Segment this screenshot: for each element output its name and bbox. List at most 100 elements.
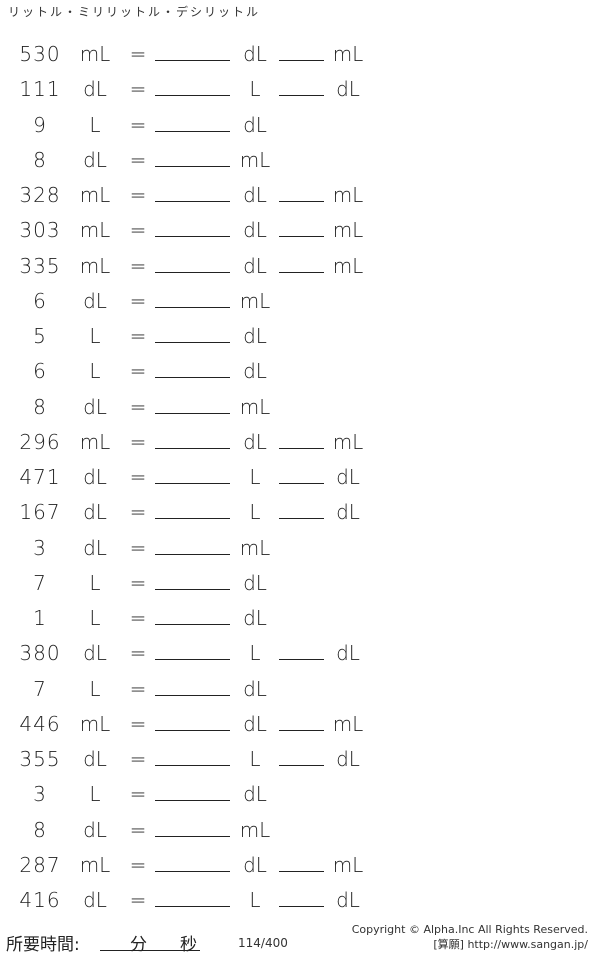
source-unit: mL [79, 42, 111, 66]
answer-blank-1[interactable] [155, 113, 230, 132]
problem-row: 6 L = dL [0, 359, 600, 395]
quantity: 7 [33, 570, 47, 595]
answer-blank-2[interactable] [279, 853, 324, 872]
problem-row: 296 mL = dL mL [0, 430, 600, 466]
target-unit-2: dL [336, 77, 360, 102]
source-unit: dL [83, 641, 107, 666]
problem-row: 9 L = dL [0, 113, 600, 149]
answer-blank-1[interactable] [155, 818, 230, 837]
problem-row: 530 mL = dL mL [0, 42, 600, 78]
equals-sign: = [129, 711, 147, 736]
equals-sign: = [129, 394, 147, 419]
target-unit-1: dL [243, 606, 267, 630]
quantity: 355 [19, 747, 61, 771]
target-unit-1: L [249, 888, 261, 912]
answer-blank-2[interactable] [279, 183, 324, 202]
answer-blank-1[interactable] [155, 324, 230, 343]
target-unit-2: mL [332, 852, 364, 877]
source-unit: mL [79, 429, 111, 454]
target-unit-1: dL [243, 218, 267, 243]
answer-blank-1[interactable] [155, 606, 230, 625]
answer-blank-1[interactable] [155, 853, 230, 872]
equals-sign: = [129, 747, 147, 771]
answer-blank-1[interactable] [155, 747, 230, 766]
equals-sign: = [129, 782, 147, 807]
equals-sign: = [129, 641, 147, 666]
answer-blank-2[interactable] [279, 430, 324, 449]
quantity: 6 [33, 359, 47, 384]
answer-blank-2[interactable] [279, 218, 324, 238]
answer-blank-2[interactable] [279, 747, 324, 766]
source-unit: mL [79, 852, 111, 877]
target-unit-1: dL [243, 429, 267, 454]
quantity: 471 [19, 465, 61, 489]
answer-blank-1[interactable] [155, 77, 230, 97]
equals-sign: = [129, 359, 147, 384]
time-blank[interactable] [100, 950, 200, 951]
target-unit-2: dL [336, 747, 360, 771]
answer-blank-1[interactable] [155, 677, 230, 696]
answer-blank-2[interactable] [279, 500, 324, 520]
quantity: 1 [33, 606, 47, 630]
answer-blank-1[interactable] [155, 782, 230, 802]
answer-blank-2[interactable] [279, 42, 324, 61]
answer-blank-2[interactable] [279, 77, 324, 97]
answer-blank-1[interactable] [155, 359, 230, 379]
equals-sign: = [129, 112, 147, 137]
answer-blank-1[interactable] [155, 536, 230, 555]
answer-blank-1[interactable] [155, 571, 230, 590]
equals-sign: = [129, 817, 147, 842]
quantity: 530 [19, 42, 61, 66]
source-unit: dL [83, 817, 107, 842]
answer-blank-2[interactable] [279, 254, 324, 273]
answer-blank-1[interactable] [155, 888, 230, 907]
minutes-label: 分 [130, 935, 147, 955]
quantity: 3 [33, 535, 47, 560]
answer-blank-1[interactable] [155, 148, 230, 167]
equals-sign: = [129, 324, 147, 348]
quantity: 296 [19, 429, 61, 454]
answer-blank-2[interactable] [279, 465, 324, 484]
target-unit-2: mL [332, 218, 364, 243]
answer-blank-1[interactable] [155, 42, 230, 61]
source-unit: dL [83, 394, 107, 419]
equals-sign: = [129, 535, 147, 560]
answer-blank-2[interactable] [279, 888, 324, 907]
quantity: 7 [33, 676, 47, 701]
problem-row: 303 mL = dL mL [0, 218, 600, 254]
quantity: 335 [19, 253, 61, 278]
answer-blank-1[interactable] [155, 500, 230, 520]
target-unit-1: L [249, 641, 261, 666]
answer-blank-2[interactable] [279, 641, 324, 661]
answer-blank-1[interactable] [155, 641, 230, 661]
source-unit: dL [83, 465, 107, 489]
answer-blank-1[interactable] [155, 289, 230, 308]
target-unit-1: dL [243, 570, 267, 595]
quantity: 8 [33, 147, 47, 172]
target-unit-2: mL [332, 429, 364, 454]
target-unit-2: dL [336, 465, 360, 489]
source-unit: dL [83, 77, 107, 102]
answer-blank-2[interactable] [279, 712, 324, 731]
source-unit: dL [83, 288, 107, 313]
answer-blank-1[interactable] [155, 712, 230, 731]
quantity: 8 [33, 817, 47, 842]
equals-sign: = [129, 183, 147, 207]
equals-sign: = [129, 288, 147, 313]
equals-sign: = [129, 465, 147, 489]
target-unit-1: dL [243, 253, 267, 278]
page-number: 114/400 [238, 936, 288, 950]
target-unit-2: mL [332, 253, 364, 278]
target-unit-1: dL [243, 359, 267, 384]
answer-blank-1[interactable] [155, 254, 230, 273]
answer-blank-1[interactable] [155, 218, 230, 238]
answer-blank-1[interactable] [155, 430, 230, 449]
seconds-label: 秒 [180, 935, 197, 955]
answer-blank-1[interactable] [155, 395, 230, 414]
equals-sign: = [129, 218, 147, 243]
equals-sign: = [129, 570, 147, 595]
answer-blank-1[interactable] [155, 183, 230, 202]
answer-blank-1[interactable] [155, 465, 230, 484]
